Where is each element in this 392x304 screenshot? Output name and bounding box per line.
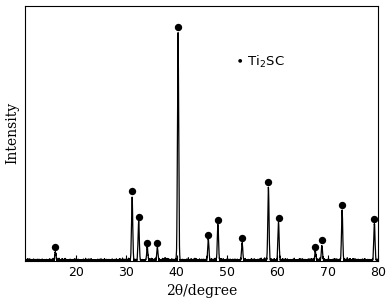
Point bbox=[312, 244, 318, 249]
Point bbox=[339, 203, 345, 208]
Y-axis label: Intensity: Intensity bbox=[5, 102, 20, 164]
Point bbox=[129, 189, 135, 194]
Point bbox=[371, 216, 377, 221]
Point bbox=[239, 236, 245, 241]
Point bbox=[144, 240, 151, 245]
Point bbox=[52, 245, 58, 250]
Point bbox=[319, 238, 325, 243]
Point bbox=[275, 215, 281, 220]
Point bbox=[215, 218, 221, 223]
Point bbox=[136, 214, 142, 219]
Point bbox=[154, 240, 160, 245]
Text: $\bullet$ Ti$_2$SC: $\bullet$ Ti$_2$SC bbox=[235, 54, 285, 70]
Point bbox=[205, 232, 211, 237]
Point bbox=[265, 180, 272, 185]
X-axis label: 2θ/degree: 2θ/degree bbox=[166, 285, 238, 299]
Point bbox=[175, 25, 181, 30]
